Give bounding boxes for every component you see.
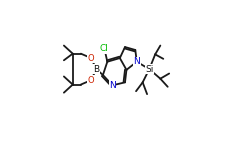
Text: Cl: Cl bbox=[100, 44, 109, 53]
Text: B: B bbox=[93, 65, 99, 74]
Text: Si: Si bbox=[145, 65, 154, 74]
Text: O: O bbox=[88, 54, 94, 63]
Text: N: N bbox=[109, 81, 116, 90]
Text: N: N bbox=[134, 57, 140, 66]
Text: O: O bbox=[88, 76, 94, 85]
